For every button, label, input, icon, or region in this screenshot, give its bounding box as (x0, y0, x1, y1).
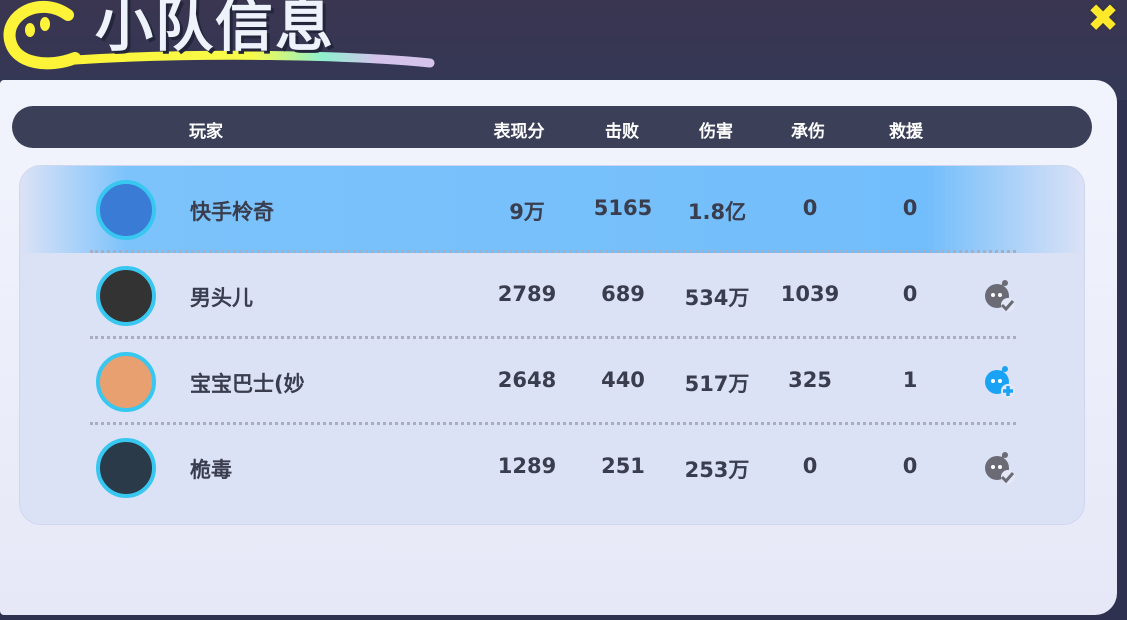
row-divider (90, 336, 1016, 339)
cell-score: 2789 (497, 282, 557, 306)
smiley-logo-icon (3, 0, 435, 70)
cell-taken: 0 (802, 196, 818, 220)
table-header: 玩家 表现分 击败 伤害 承伤 救援 (12, 106, 1092, 148)
add-friend-icon[interactable] (982, 364, 1016, 398)
cell-score: 2648 (497, 368, 557, 392)
table-row[interactable]: 宝宝巴士(妙 2648 440 517万 325 1 (20, 338, 1086, 425)
team-info-panel: 玩家 表现分 击败 伤害 承伤 救援 快手柃奇 9万 5165 1.8亿 0 0 男头儿 2… (0, 80, 1117, 615)
close-icon[interactable]: ✖ (1087, 0, 1119, 40)
col-player: 玩家 (189, 122, 223, 142)
avatar[interactable] (96, 180, 156, 240)
avatar[interactable] (96, 352, 156, 412)
cell-taken: 325 (788, 368, 832, 392)
cell-rescue: 1 (902, 368, 918, 392)
col-damage: 伤害 (699, 122, 733, 142)
cell-damage: 534万 (684, 286, 750, 310)
cell-score: 1289 (497, 454, 557, 478)
col-rescue: 救援 (889, 122, 923, 142)
cell-rescue: 0 (902, 454, 918, 478)
cell-rescue: 0 (902, 196, 918, 220)
cell-kills: 440 (601, 368, 645, 392)
player-name: 快手柃奇 (190, 200, 274, 224)
cell-damage: 253万 (684, 458, 750, 482)
cell-taken: 1039 (780, 282, 840, 306)
table-row[interactable]: 快手柃奇 9万 5165 1.8亿 0 0 (20, 166, 1086, 253)
cell-score: 9万 (509, 200, 545, 224)
player-name: 男头儿 (190, 286, 253, 310)
player-list: 快手柃奇 9万 5165 1.8亿 0 0 男头儿 2789 689 534万 1039 0 宝宝巴… (19, 165, 1086, 525)
avatar[interactable] (96, 438, 156, 498)
cell-kills: 251 (601, 454, 645, 478)
player-name: 桅毒 (190, 458, 232, 482)
col-kills: 击败 (605, 122, 639, 142)
friend-added-icon[interactable] (982, 278, 1016, 312)
col-taken: 承伤 (791, 122, 825, 142)
row-divider (90, 250, 1016, 253)
cell-damage: 517万 (684, 372, 750, 396)
col-score: 表现分 (493, 122, 545, 142)
cell-kills: 689 (601, 282, 645, 306)
cell-rescue: 0 (902, 282, 918, 306)
row-divider (90, 422, 1016, 425)
friend-added-icon[interactable] (982, 450, 1016, 484)
player-name: 宝宝巴士(妙 (190, 372, 305, 396)
page-title: 小队信息 (95, 0, 336, 59)
table-row[interactable]: 男头儿 2789 689 534万 1039 0 (20, 252, 1086, 339)
cell-taken: 0 (802, 454, 818, 478)
avatar[interactable] (96, 266, 156, 326)
cell-damage: 1.8亿 (687, 200, 747, 224)
cell-kills: 5165 (593, 196, 653, 220)
table-row[interactable]: 桅毒 1289 251 253万 0 0 (20, 424, 1086, 511)
